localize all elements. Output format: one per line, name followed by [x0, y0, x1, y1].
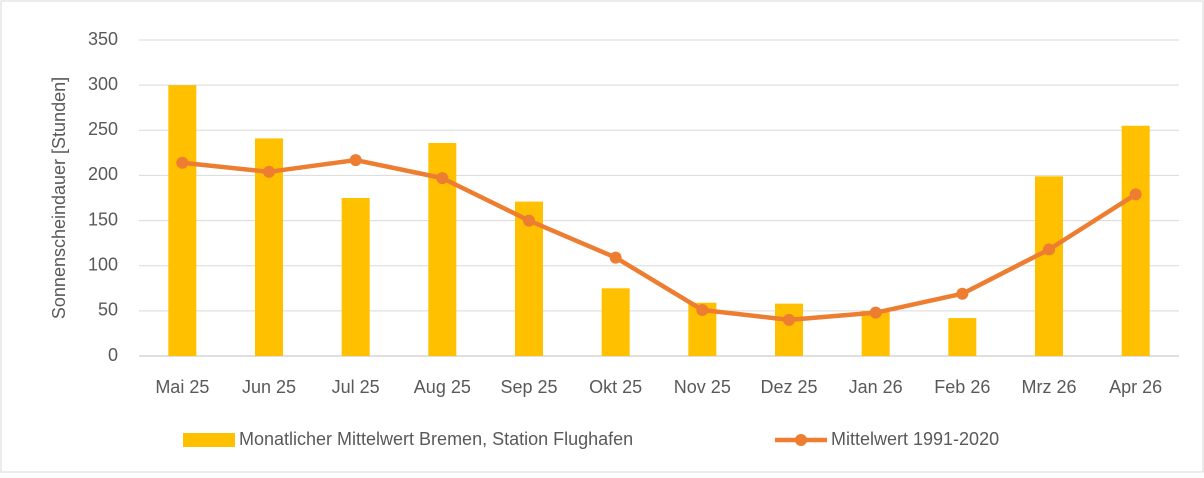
- x-tick-label: Nov 25: [674, 377, 731, 397]
- x-tick-label: Mai 25: [155, 377, 209, 397]
- x-tick-label: Aug 25: [414, 377, 471, 397]
- y-tick-label: 100: [88, 254, 118, 274]
- y-tick-label: 250: [88, 119, 118, 139]
- line: [182, 157, 1137, 323]
- y-tick-label: 0: [108, 345, 118, 365]
- x-tick-label: Okt 25: [589, 377, 642, 397]
- y-tick-label: 200: [88, 164, 118, 184]
- line-marker: [956, 287, 969, 300]
- line-marker: [436, 172, 449, 185]
- line-marker: [783, 313, 795, 326]
- line-marker: [696, 303, 709, 316]
- x-tick-label: Feb 26: [934, 377, 990, 397]
- bar: [341, 198, 370, 356]
- line-marker: [1129, 188, 1142, 201]
- bar: [775, 303, 803, 356]
- x-tick-label: Jan 26: [849, 377, 903, 397]
- y-tick-label: 350: [88, 29, 118, 49]
- x-tick-label: Jul 25: [332, 377, 380, 397]
- line-marker: [263, 165, 275, 178]
- bar: [601, 288, 630, 356]
- line-marker: [176, 156, 189, 169]
- bar: [948, 318, 977, 356]
- legend-label: Mittelwert 1991-2020: [831, 429, 999, 449]
- line-marker: [349, 154, 362, 167]
- y-tick-label: 50: [98, 300, 118, 320]
- bar: [168, 85, 197, 357]
- line-marker: [869, 306, 882, 319]
- bar: [515, 201, 543, 356]
- line-marker: [1043, 243, 1055, 256]
- line-marker: [609, 251, 622, 264]
- x-tick-label: Dez 25: [760, 377, 817, 397]
- legend-label: Monatlicher Mittelwert Bremen, Station F…: [239, 429, 633, 449]
- legend-swatch: [183, 433, 235, 447]
- x-tick-label: Apr 26: [1109, 377, 1162, 397]
- legend-marker: [795, 434, 807, 446]
- bar: [1035, 176, 1063, 356]
- y-tick-label: 150: [88, 209, 118, 229]
- line-marker: [523, 214, 535, 227]
- x-tick-label: Mrz 26: [1021, 377, 1076, 397]
- x-tick-label: Sep 25: [500, 377, 557, 397]
- bar: [1121, 125, 1150, 357]
- y-tick-label: 300: [88, 74, 118, 94]
- x-tick-label: Jun 25: [242, 377, 296, 397]
- y-axis-label: Sonnenscheindauer [Stunden]: [49, 77, 69, 319]
